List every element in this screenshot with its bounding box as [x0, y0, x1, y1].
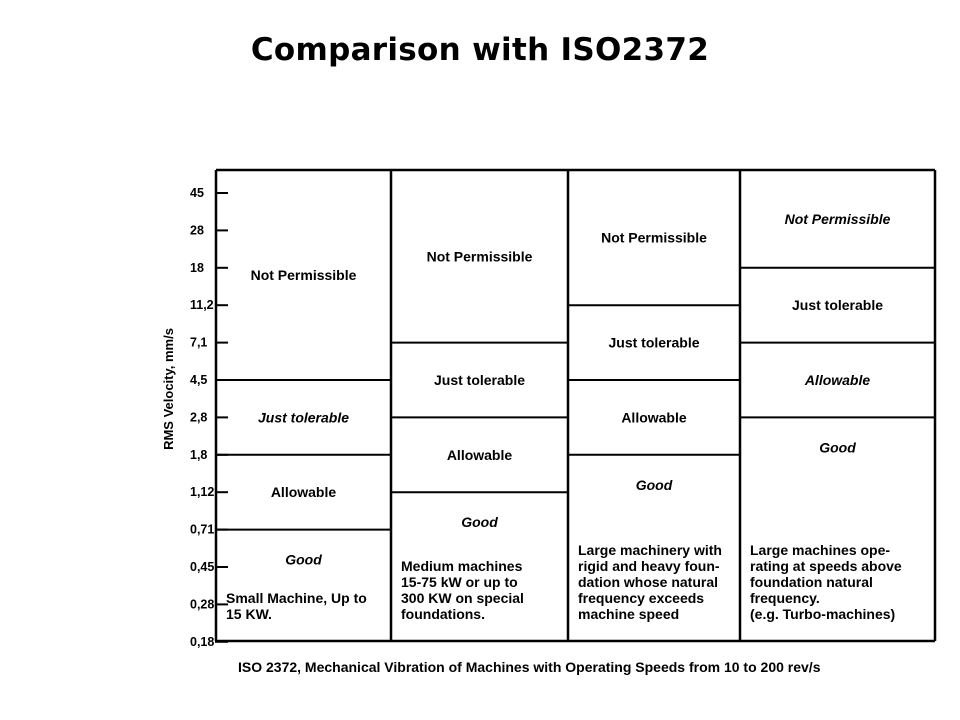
y-tick-label: 28: [190, 223, 204, 237]
zone-label-not-permissible: Not Permissible: [785, 211, 891, 227]
column-description-line: rigid and heavy foun-: [578, 558, 720, 574]
column-description-line: Medium machines: [401, 558, 523, 574]
y-tick-label: 11,2: [190, 298, 214, 312]
zone-label-good: Good: [636, 477, 673, 493]
column-description-line: 15 KW.: [226, 606, 272, 622]
column-description-line: machine speed: [578, 606, 679, 622]
column-description-line: 15-75 kW or up to: [401, 574, 518, 590]
column-description-line: Small Machine, Up to: [226, 590, 367, 606]
column-description-line: frequency.: [750, 590, 820, 606]
zone-label-not-permissible: Not Permissible: [427, 248, 533, 264]
column-description-line: frequency exceeds: [578, 590, 704, 606]
zone-label-just-tolerable: Just tolerable: [608, 335, 699, 351]
zone-label-good: Good: [285, 552, 322, 568]
zone-label-not-permissible: Not Permissible: [251, 267, 357, 283]
y-tick-label: 4,5: [190, 373, 207, 387]
y-tick-label: 7,1: [190, 336, 207, 350]
zone-label-just-tolerable: Just tolerable: [258, 409, 349, 425]
zone-label-good: Good: [819, 439, 856, 455]
zone-label-allowable: Allowable: [804, 372, 871, 388]
column-description-line: (e.g. Turbo-machines): [750, 606, 895, 622]
page-title: Comparison with ISO2372: [250, 32, 710, 68]
column-description-line: rating at speeds above: [750, 558, 902, 574]
column-description-line: foundation natural: [750, 574, 873, 590]
y-tick-label: 1,12: [190, 485, 214, 499]
y-tick-label: 45: [190, 186, 204, 200]
zone-label-good: Good: [461, 514, 498, 530]
column-description-line: Large machinery with: [578, 542, 722, 558]
y-tick-label: 0,71: [190, 523, 214, 537]
zone-label-not-permissible: Not Permissible: [601, 230, 707, 246]
y-tick-label: 1,8: [190, 448, 207, 462]
zone-label-just-tolerable: Just tolerable: [792, 297, 883, 313]
y-tick-label: 18: [190, 261, 204, 275]
column-description-line: Large machines ope-: [750, 542, 890, 558]
column-description-line: foundations.: [401, 606, 485, 622]
zone-label-allowable: Allowable: [271, 484, 337, 500]
y-tick-label: 0,18: [190, 635, 214, 649]
y-tick-label: 2,8: [190, 410, 207, 424]
column-description-line: dation whose natural: [578, 574, 718, 590]
chart-caption: ISO 2372, Mechanical Vibration of Machin…: [238, 659, 821, 675]
y-tick-label: 0,28: [190, 597, 214, 611]
zone-label-allowable: Allowable: [447, 447, 513, 463]
y-tick-label: 0,45: [190, 560, 214, 574]
zone-label-just-tolerable: Just tolerable: [434, 372, 525, 388]
zone-label-allowable: Allowable: [621, 409, 687, 425]
y-axis-label: RMS Velocity, mm/s: [161, 328, 176, 450]
column-description-line: 300 KW on special: [401, 590, 524, 606]
